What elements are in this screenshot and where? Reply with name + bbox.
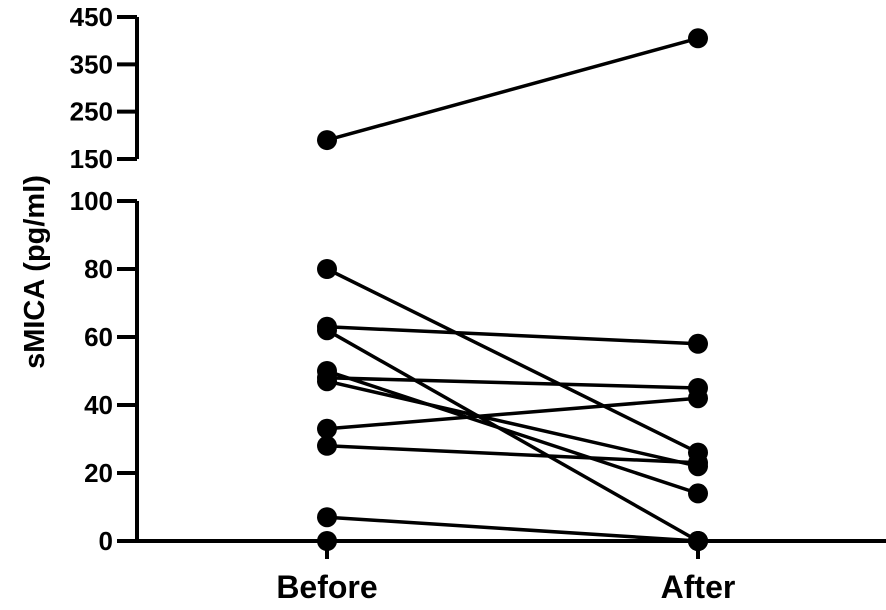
y-tick-label-60: 60 — [84, 322, 113, 352]
series-3-point-after — [688, 333, 708, 354]
series-11-point-before — [317, 531, 337, 551]
y-tick-label-450: 450 — [70, 2, 113, 32]
y-tick-label-150: 150 — [70, 144, 113, 174]
series-8-line — [326, 396, 699, 431]
y-tick-label-250: 250 — [70, 97, 113, 127]
y-tick-label-20: 20 — [84, 458, 113, 488]
series-8-point-before — [317, 418, 337, 439]
series-7-line — [326, 379, 699, 468]
series-8-point-after — [688, 388, 708, 409]
series-10-point-before — [317, 507, 337, 528]
y-tick-label-0: 0 — [99, 526, 113, 556]
series-1-line — [326, 36, 699, 142]
series-2-line — [326, 267, 699, 455]
series-10-line — [326, 515, 699, 543]
series-9-point-after — [688, 452, 708, 473]
series-5-line — [326, 369, 699, 496]
series-4-line — [326, 328, 699, 543]
series-1-point-after — [688, 28, 708, 49]
y-tick-label-80: 80 — [84, 254, 113, 284]
series-2-point-before — [317, 259, 337, 279]
y-tick-label-350: 350 — [70, 49, 113, 79]
series-4-point-before — [317, 320, 337, 341]
series-9-point-before — [317, 435, 337, 456]
series-5-point-after — [688, 483, 708, 504]
series-11-point-after — [688, 531, 708, 551]
x-tick-label-before: Before — [276, 569, 377, 605]
y-tick-label-40: 40 — [84, 390, 113, 420]
y-axis-label: sMICA (pg/ml) — [19, 175, 51, 369]
x-tick-label-after: After — [661, 569, 736, 605]
series-3-line — [326, 325, 699, 346]
y-tick-label-100: 100 — [70, 186, 113, 216]
series-6-line — [326, 376, 699, 390]
series-7-point-before — [317, 371, 337, 392]
series-1-point-before — [317, 130, 337, 151]
series-9-line — [326, 444, 699, 465]
